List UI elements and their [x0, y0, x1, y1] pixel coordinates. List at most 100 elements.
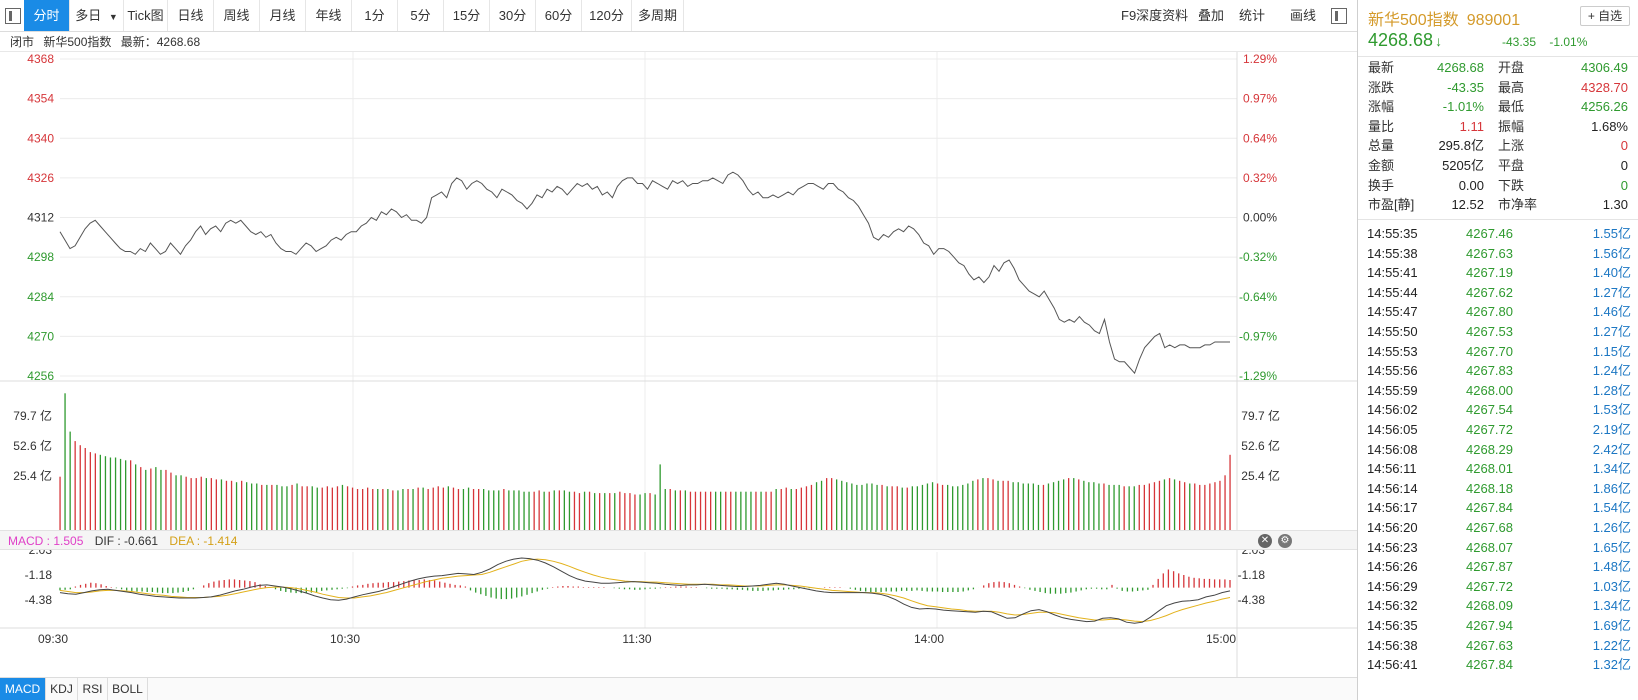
- stat-label: 量比: [1368, 118, 1395, 134]
- tick-price: 4267.53: [1466, 324, 1513, 339]
- tab-minute-chart[interactable]: 分时: [24, 0, 70, 31]
- time-tick-label: 14:00: [914, 632, 944, 646]
- volume-bar: [1027, 483, 1029, 530]
- tick-volume: 1.46亿: [1592, 304, 1631, 320]
- volume-bar: [931, 482, 934, 530]
- stat-label: 最低: [1498, 99, 1525, 115]
- volume-bar: [523, 491, 525, 530]
- volume-bar: [941, 484, 944, 530]
- price-tick-label: 4270: [27, 329, 54, 343]
- tick-volume: 1.40亿: [1592, 265, 1631, 281]
- volume-bar: [952, 486, 954, 530]
- volume-bar: [594, 493, 596, 530]
- volume-bar: [190, 478, 192, 530]
- tab-kdj[interactable]: KDJ: [46, 678, 78, 700]
- tab-monthly[interactable]: 月线: [260, 0, 306, 31]
- time-tick-label: 15:00: [1206, 632, 1236, 646]
- tick-volume: 1.32亿: [1592, 657, 1631, 673]
- tick-time: 14:56:23: [1367, 539, 1418, 555]
- volume-bar: [775, 489, 777, 530]
- volume-bar: [886, 486, 888, 530]
- volume-tick-label: 52.6 亿: [1241, 438, 1280, 453]
- tab-15min[interactable]: 15分: [444, 0, 490, 31]
- volume-bar: [755, 491, 757, 530]
- tab-daily[interactable]: 日线: [168, 0, 214, 31]
- volume-bar: [271, 484, 273, 530]
- tab-rsi[interactable]: RSI: [78, 678, 108, 700]
- tab-120min[interactable]: 120分: [582, 0, 632, 31]
- volume-bar: [422, 487, 424, 530]
- volume-bar: [967, 483, 969, 530]
- volume-bar: [533, 491, 535, 530]
- volume-bar: [538, 490, 540, 530]
- percent-tick-label: -1.29%: [1239, 369, 1277, 383]
- gear-icon[interactable]: ⚙: [1278, 534, 1292, 548]
- volume-bar: [1229, 454, 1231, 530]
- tick-price: 4267.54: [1466, 402, 1513, 418]
- volume-bar: [710, 491, 712, 530]
- tick-price: 4268.09: [1466, 598, 1513, 614]
- tab-weekly[interactable]: 周线: [214, 0, 260, 31]
- chart-grid: [0, 52, 1357, 677]
- left-panel-toggle-icon[interactable]: [5, 8, 21, 24]
- volume-bar: [175, 475, 177, 530]
- add-to-watchlist-button[interactable]: + 自选: [1580, 6, 1630, 26]
- volume-bar: [185, 476, 187, 530]
- tick-price: 4268.18: [1466, 480, 1513, 496]
- quote-code: 989001: [1466, 12, 1521, 29]
- volume-bar: [1098, 483, 1100, 530]
- volume-bar: [664, 489, 666, 530]
- volume-bar: [472, 489, 475, 530]
- volume-bar: [488, 490, 490, 530]
- tab-macd[interactable]: MACD: [0, 678, 46, 700]
- overlay-button[interactable]: 叠加: [1198, 8, 1225, 23]
- volume-bar: [452, 487, 455, 530]
- statistics-button[interactable]: 统计: [1239, 8, 1266, 23]
- tab-multi-period[interactable]: 多周期: [632, 0, 684, 31]
- volume-bar: [820, 480, 823, 530]
- stat-label: 总量: [1368, 138, 1395, 154]
- volume-bar: [639, 494, 641, 530]
- intraday-chart[interactable]: 4368 4354 4340 4326 4312 4298 4284 4270 4256 1.2…: [0, 52, 1357, 700]
- volume-bar: [351, 487, 354, 530]
- tab-yearly[interactable]: 年线: [306, 0, 352, 31]
- tab-1min[interactable]: 1分: [352, 0, 398, 31]
- tab-multi-day[interactable]: 多日 ▼: [70, 0, 124, 31]
- f9-deep-data-button[interactable]: F9深度资料: [1121, 8, 1189, 23]
- volume-bar: [563, 490, 565, 530]
- volume-bar: [311, 486, 313, 530]
- volume-bar: [1158, 480, 1161, 530]
- price-tick-label: 4298: [27, 250, 54, 264]
- volume-bar: [1138, 484, 1140, 530]
- right-panel-toggle-icon[interactable]: [1331, 8, 1347, 24]
- volume-bar: [195, 478, 197, 530]
- volume-bar: [1123, 486, 1125, 530]
- chevron-down-icon: ▼: [108, 12, 118, 22]
- volume-bar: [382, 489, 384, 530]
- close-indicator-icon[interactable]: ✕: [1258, 534, 1272, 548]
- volume-bar: [1219, 480, 1221, 530]
- stat-label: 开盘: [1498, 60, 1525, 75]
- tick-row: 14:56:26 4267.87 1.48亿: [1358, 557, 1638, 577]
- stat-value: 4328.70: [1581, 79, 1628, 95]
- tab-5min[interactable]: 5分: [398, 0, 444, 31]
- tick-row: 14:55:56 4267.83 1.24亿: [1358, 361, 1638, 381]
- tab-60min[interactable]: 60分: [536, 0, 582, 31]
- tab-boll[interactable]: BOLL: [108, 678, 148, 700]
- tab-30min[interactable]: 30分: [490, 0, 536, 31]
- tick-row: 14:55:47 4267.80 1.46亿: [1358, 302, 1638, 322]
- quote-panel: 新华500指数 989001 + 自选 4268.68 ↓ -43.35 -1.01…: [1357, 0, 1638, 700]
- volume-bar: [462, 489, 465, 530]
- tick-time: 14:55:44: [1367, 284, 1418, 300]
- volume-bar: [1042, 484, 1045, 530]
- draw-line-button[interactable]: 画线: [1290, 8, 1317, 23]
- volume-bar: [1173, 479, 1176, 530]
- dif-value: DIF : -0.661: [94, 534, 159, 548]
- quote-price: 4268.68 ↓: [1368, 30, 1442, 51]
- volume-bar: [225, 480, 228, 530]
- volume-bar: [583, 491, 586, 530]
- tab-tick-chart[interactable]: Tick图: [124, 0, 168, 31]
- tick-price: 4268.00: [1466, 382, 1513, 398]
- tick-price: 4267.84: [1466, 657, 1513, 673]
- volume-bar: [1194, 483, 1196, 530]
